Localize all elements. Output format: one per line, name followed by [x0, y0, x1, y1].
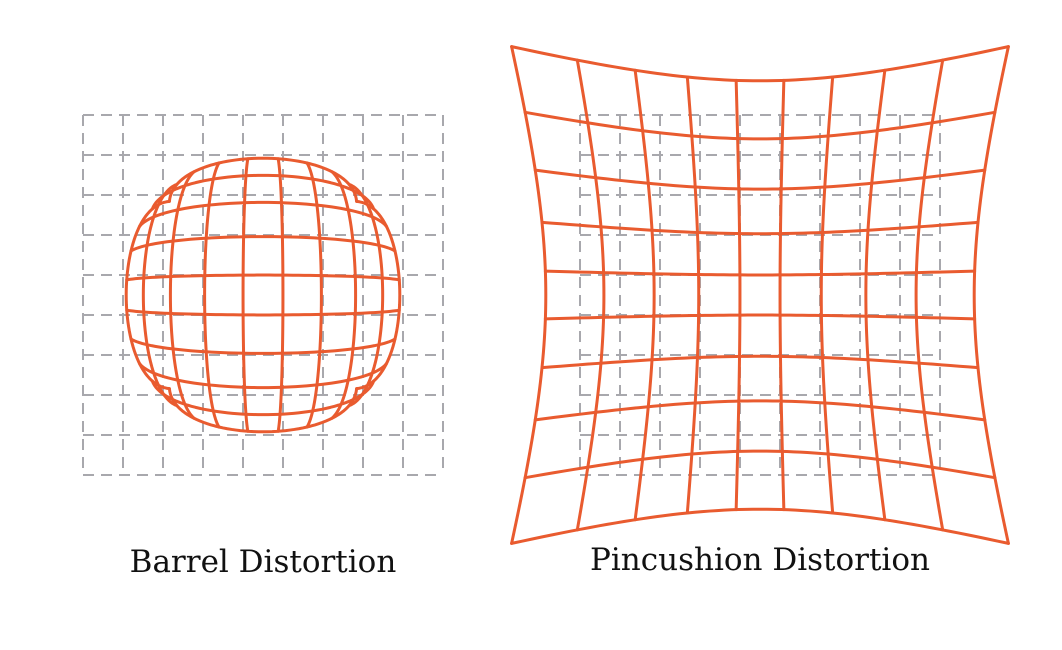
distorted-grid-line-vertical: [575, 58, 606, 532]
distorted-grid-line-horizontal: [540, 220, 980, 236]
distorted-grid-line-vertical: [819, 75, 835, 515]
distorted-grid-line-vertical: [124, 199, 171, 391]
distorted-grid-line-vertical: [141, 182, 179, 408]
distorted-grid-line-horizontal: [523, 449, 997, 480]
distorted-grid-line-horizontal: [510, 507, 1010, 545]
pincushion-panel: Pincushion Distortion: [510, 45, 1010, 578]
distorted-grid-line-vertical: [972, 45, 1010, 545]
distorted-grid-line-vertical: [685, 75, 701, 515]
distorted-grid-line-horizontal: [129, 235, 397, 253]
distorted-grid-line-horizontal: [540, 354, 980, 370]
distorted-grid-line-vertical: [734, 78, 742, 512]
distorted-grid-line-vertical: [914, 58, 945, 532]
pincushion-distorted-grid: [510, 45, 1010, 545]
distorted-grid-line-horizontal: [543, 313, 977, 321]
distorted-grid-line-vertical: [330, 170, 358, 420]
distorted-grid-line-horizontal: [167, 156, 359, 203]
distorted-grid-line-horizontal: [510, 45, 1010, 83]
distorted-grid-line-horizontal: [533, 399, 987, 422]
distorted-grid-line-vertical: [510, 45, 548, 545]
distorted-grid-line-horizontal: [125, 273, 401, 282]
distorted-grid-line-horizontal: [150, 173, 376, 211]
distorted-grid-line-vertical: [305, 161, 323, 429]
distorted-grid-line-vertical: [276, 157, 285, 433]
distorted-grid-line-vertical: [203, 161, 221, 429]
distorted-grid-line-horizontal: [167, 387, 359, 434]
distorted-grid-line-vertical: [864, 68, 887, 522]
distorted-grid-line-horizontal: [125, 308, 401, 317]
distorted-grid-line-horizontal: [138, 362, 388, 390]
distorted-grid-line-horizontal: [129, 337, 397, 355]
distorted-grid-line-horizontal: [543, 269, 977, 277]
barrel-panel: Barrel Distortion: [82, 114, 444, 580]
distorted-grid-line-horizontal: [138, 200, 388, 228]
distorted-grid-line-vertical: [241, 157, 250, 433]
pincushion-caption: Pincushion Distortion: [590, 542, 930, 578]
distorted-grid-line-horizontal: [533, 168, 987, 191]
distorted-grid-line-vertical: [168, 170, 196, 420]
pincushion-reference-grid: [579, 114, 941, 476]
barrel-caption: Barrel Distortion: [130, 544, 397, 580]
distorted-grid-line-horizontal: [523, 110, 997, 141]
barrel-distorted-grid: [124, 156, 402, 434]
barrel-reference-grid: [82, 114, 444, 476]
distorted-grid-line-vertical: [355, 199, 402, 391]
distorted-grid-line-vertical: [633, 68, 656, 522]
distorted-grid-line-vertical: [778, 78, 786, 512]
